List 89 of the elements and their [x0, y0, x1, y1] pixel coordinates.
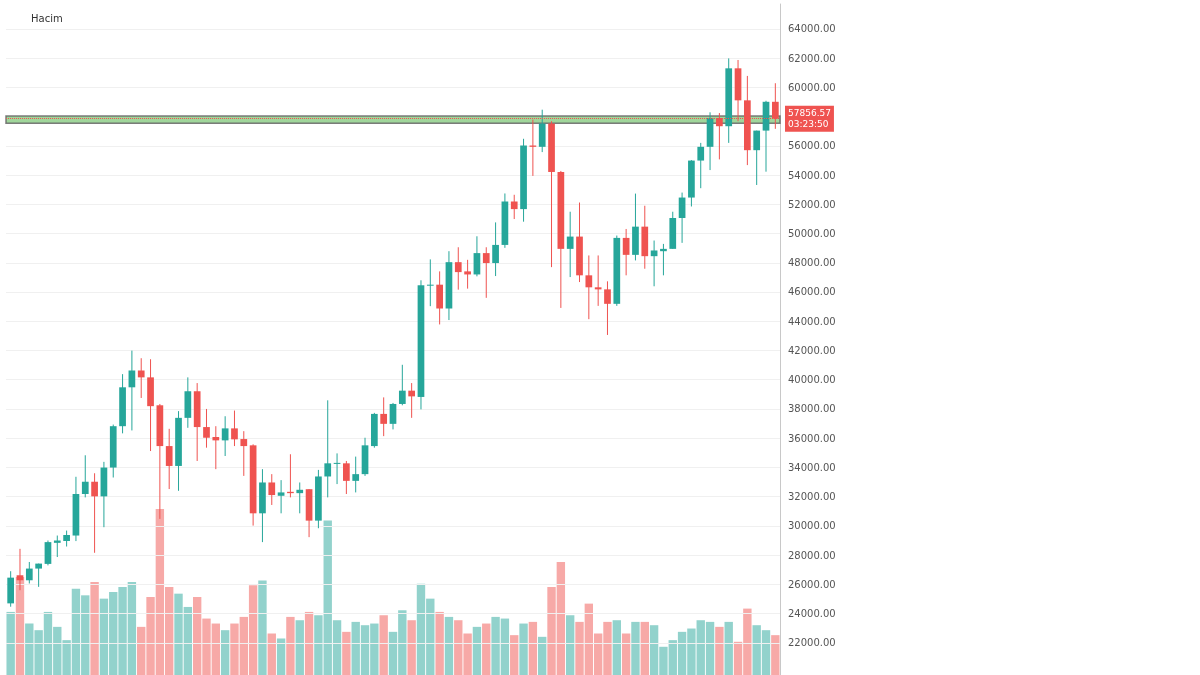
bar — [276, 638, 286, 675]
candlestick — [538, 109, 546, 153]
candlestick — [240, 430, 248, 477]
candlestick — [296, 481, 304, 514]
bar — [6, 611, 15, 675]
candlestick — [380, 396, 388, 437]
bar — [258, 580, 267, 675]
candlestick — [492, 221, 499, 277]
y-tick-label: 30000.00 — [788, 520, 836, 532]
candlestick — [436, 270, 443, 325]
candlestick — [604, 280, 611, 336]
bar — [407, 620, 416, 675]
candlestick — [212, 425, 220, 470]
y-tick-label: 46000.00 — [788, 286, 836, 298]
bar — [612, 620, 621, 675]
bar — [631, 621, 640, 675]
candlestick — [203, 408, 210, 449]
candlestick — [91, 472, 98, 554]
y-tick-label: 60000.00 — [788, 81, 836, 93]
candlestick — [352, 456, 360, 493]
y-tick-label: 28000.00 — [788, 549, 836, 561]
bar — [286, 616, 295, 675]
candlestick — [454, 246, 462, 291]
candlestick — [165, 428, 173, 490]
candlestick — [324, 399, 332, 498]
candlestick — [510, 194, 518, 220]
candlestick — [128, 350, 136, 431]
candlestick — [697, 142, 705, 189]
bar — [565, 615, 575, 675]
bar — [771, 635, 780, 675]
candlestick — [464, 259, 471, 290]
y-tick-label: 50000.00 — [788, 228, 836, 240]
bar — [304, 611, 314, 675]
bar — [482, 623, 491, 675]
bar — [724, 621, 733, 675]
bar — [528, 621, 538, 675]
candlestick — [753, 130, 761, 186]
candlestick — [231, 410, 238, 447]
chart-title: Hacim — [31, 12, 63, 24]
bar — [621, 633, 631, 675]
y-tick-label: 44000.00 — [788, 315, 836, 327]
y-tick-label: 42000.00 — [788, 344, 836, 356]
bar — [519, 623, 528, 675]
ref-line-label: 57856.57 — [788, 108, 831, 119]
y-tick-label: 24000.00 — [788, 608, 836, 620]
y-tick-label: 52000.00 — [788, 198, 836, 210]
candlestick — [137, 357, 145, 399]
candlestick — [343, 460, 350, 495]
candlestick — [408, 382, 416, 419]
candlestick — [268, 473, 276, 506]
candlestick — [585, 254, 593, 320]
y-tick-label: 40000.00 — [788, 374, 836, 386]
candlestick — [277, 479, 285, 514]
bar — [472, 626, 482, 675]
text: 03:23:50 — [788, 119, 829, 130]
candlestick — [426, 258, 434, 307]
bar — [538, 636, 547, 675]
candlestick — [650, 240, 658, 287]
bar — [379, 615, 388, 675]
y-tick-label: 62000.00 — [788, 52, 836, 64]
candlestick — [389, 402, 397, 430]
y-tick-label: 26000.00 — [788, 578, 836, 590]
y-tick-label: 56000.00 — [788, 140, 836, 152]
y-tick-label: 22000.00 — [788, 637, 836, 649]
bar — [715, 626, 724, 675]
candlestick — [566, 211, 574, 278]
bar — [435, 611, 444, 675]
candlestick — [25, 561, 33, 584]
bar — [90, 582, 99, 675]
y-tick-label: 38000.00 — [788, 403, 836, 415]
candlestick — [81, 454, 89, 498]
y-tick-label: 54000.00 — [788, 169, 836, 181]
bar — [220, 630, 230, 675]
y-tick-label: 32000.00 — [788, 491, 836, 503]
y-tick-label: 34000.00 — [788, 461, 836, 473]
candlestick — [44, 540, 52, 566]
bar — [295, 620, 304, 675]
candlestick — [594, 254, 602, 307]
bar — [342, 631, 351, 675]
candlestick — [221, 415, 229, 457]
y-tick-label: 36000.00 — [788, 432, 836, 444]
candlestick — [398, 364, 406, 406]
bar — [267, 633, 276, 675]
y-tick-label: 64000.00 — [788, 23, 836, 35]
bar — [444, 616, 454, 675]
y-tick-label: 48000.00 — [788, 257, 836, 269]
candlestick — [482, 246, 490, 299]
bar — [510, 635, 519, 675]
bar — [640, 621, 649, 675]
